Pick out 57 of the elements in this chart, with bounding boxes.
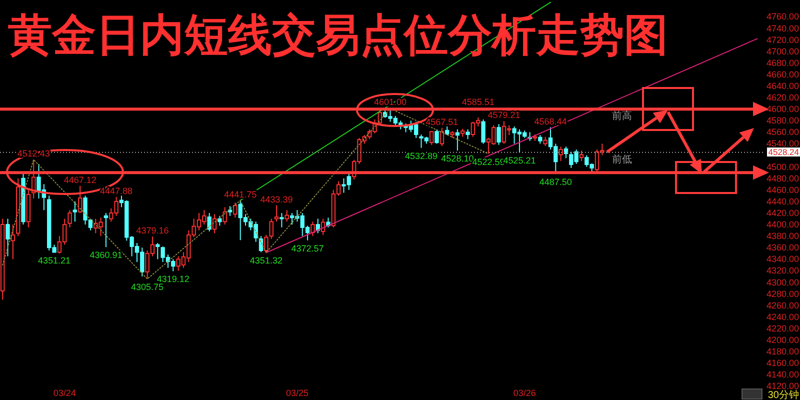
annotation: 4528.10 (441, 154, 474, 164)
text: 30分钟 (768, 389, 799, 400)
y-tick-label: 4300.00 (766, 277, 799, 288)
annotation: 4567.51 (426, 116, 458, 127)
annotation: 4319.12 (156, 274, 190, 284)
annotation: 4585.51 (462, 97, 494, 108)
y-tick-label: 4140.00 (766, 370, 799, 380)
y-tick-label: 4180.00 (766, 346, 799, 357)
y-tick-label: 4160.00 (766, 358, 799, 368)
y-tick-label: 4460.00 (766, 184, 799, 195)
y-tick-label: 4600.00 (766, 104, 799, 114)
y-tick-label: 4760.00 (766, 12, 799, 22)
y-tick-label: 4240.00 (766, 312, 799, 322)
annotation: 4305.75 (131, 282, 164, 292)
annotation: 4351.32 (250, 256, 282, 266)
y-tick-label: 4580.00 (766, 116, 799, 126)
annotation: 4379.16 (136, 226, 169, 236)
annotation: 4351.21 (38, 256, 71, 266)
y-tick-label: 4500.00 (766, 162, 799, 172)
annotation: 4433.39 (260, 194, 293, 204)
y-tick-label: 4660.00 (766, 69, 799, 80)
y-tick-label: 4640.00 (766, 81, 799, 92)
y-tick-label: 4540.00 (766, 138, 799, 149)
annotation: 4487.50 (539, 177, 572, 188)
y-tick-label: 4400.00 (766, 220, 799, 230)
y-tick-label: 4340.00 (766, 254, 799, 264)
y-tick-label: 4200.00 (766, 334, 799, 345)
y-tick-label: 4480.00 (766, 173, 799, 184)
y-tick-label: 4280.00 (766, 288, 799, 299)
annotation: 4467.12 (64, 174, 96, 185)
y-tick-label: 4720.00 (766, 34, 799, 45)
x-tick-label: 03/25 (286, 388, 308, 398)
y-tick-label: 4680.00 (766, 58, 799, 68)
x-tick-label: 03/24 (53, 388, 76, 398)
y-tick-label: 4360.00 (766, 242, 799, 253)
y-tick-label: 4560.00 (766, 127, 799, 138)
y-tick-label: 4380.00 (766, 231, 799, 242)
y-tick-label: 4700.00 (766, 46, 799, 56)
annotation: 4568.44 (534, 116, 567, 126)
annotation: 4372.57 (291, 243, 324, 254)
annotation: 4447.88 (100, 186, 133, 196)
y-tick-label: 4740.00 (766, 23, 799, 34)
annotation: 4525.21 (503, 155, 536, 166)
y-tick-label: 4220.00 (766, 323, 799, 334)
annotation: 4532.89 (404, 150, 438, 161)
y-tick-label: 4260.00 (766, 300, 799, 310)
y-tick-label: 4440.00 (766, 196, 799, 206)
annotation: 4360.91 (90, 250, 122, 260)
annotation: 4579.21 (488, 110, 520, 120)
ref-line-label: 前低 (612, 153, 632, 166)
y-tick-label: 4320.00 (766, 266, 799, 276)
ref-line-label: 前高 (612, 110, 632, 122)
y-tick-label: 4620.00 (766, 92, 799, 103)
text: 4528.24 (768, 147, 800, 158)
x-tick-label: 03/26 (513, 388, 536, 398)
chart-title: 黄金日内短线交易点位分析走势图 (8, 10, 668, 61)
y-tick-label: 4420.00 (766, 208, 799, 218)
